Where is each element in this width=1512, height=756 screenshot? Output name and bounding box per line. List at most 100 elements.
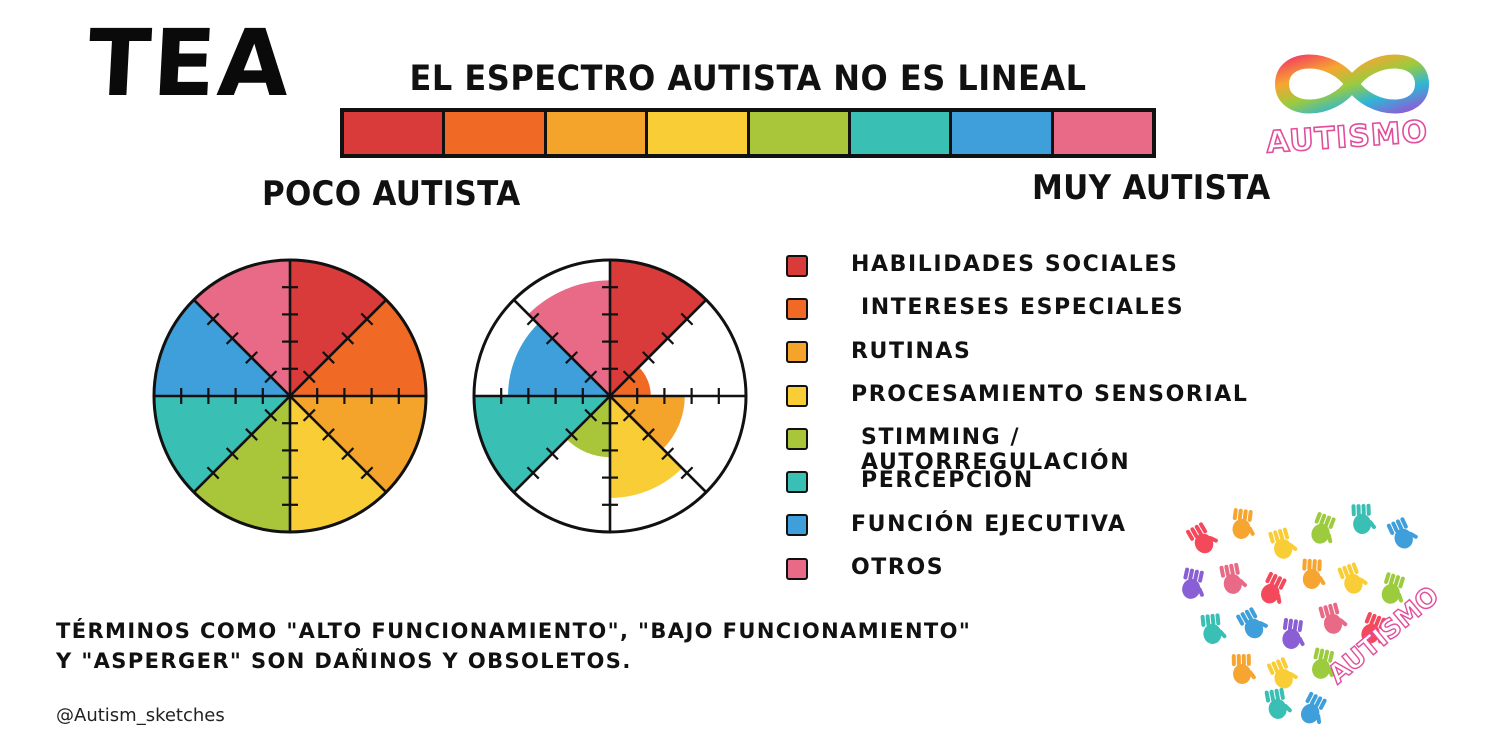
finger	[1236, 614, 1245, 626]
finger	[1374, 615, 1382, 628]
finger	[1198, 570, 1204, 583]
finger	[1400, 517, 1408, 529]
wheel-tick	[661, 447, 675, 461]
finger	[1393, 575, 1401, 587]
finger	[1249, 607, 1258, 619]
finger	[1199, 522, 1208, 534]
finger	[1268, 531, 1275, 544]
finger	[1313, 647, 1320, 660]
thumb	[1327, 667, 1334, 677]
wheel-tick	[565, 428, 578, 441]
finger	[1246, 653, 1251, 666]
wheel-slice	[508, 323, 610, 396]
legend-swatch	[786, 341, 808, 364]
thumb	[1247, 526, 1255, 536]
finger	[1278, 578, 1287, 590]
wheel-slice	[290, 396, 426, 493]
finger	[1312, 559, 1317, 572]
finger	[1323, 605, 1330, 617]
thumb	[1297, 636, 1305, 647]
thumb	[1276, 593, 1282, 604]
wheel-slice	[193, 396, 290, 532]
finger	[1244, 609, 1253, 621]
finger	[1386, 523, 1395, 535]
legend-label: FUNCIÓN EJECUTIVA	[851, 511, 1127, 537]
wheel-tick	[245, 351, 258, 364]
spectrum-segment	[344, 112, 443, 154]
finger	[1351, 562, 1359, 574]
wheel-slice	[154, 299, 290, 396]
spectrum-segment	[749, 112, 848, 154]
finger	[1276, 659, 1284, 671]
thumb	[1358, 577, 1368, 585]
legend-swatch	[786, 557, 808, 580]
legend-item-stimming: STIMMING / AUTORREGULACIÓN	[782, 417, 1282, 475]
finger	[1215, 613, 1221, 626]
thumb	[1218, 629, 1227, 639]
wheel-tick	[225, 447, 239, 461]
wheel-tick	[526, 466, 540, 480]
wheel-tick	[206, 466, 220, 480]
finger	[1241, 653, 1246, 666]
palm	[1311, 523, 1330, 544]
finger	[1307, 558, 1312, 571]
wheel-tick	[584, 370, 598, 384]
wheel-slice	[610, 396, 683, 498]
wheel-spoke	[289, 298, 388, 397]
spiky-profile-wheel	[472, 258, 748, 534]
rainbow-infinity-icon	[1274, 54, 1430, 114]
thumb	[1397, 592, 1404, 603]
handprint	[1312, 647, 1334, 679]
handprint	[1302, 558, 1326, 589]
wheel-spoke	[192, 395, 291, 494]
finger	[1319, 513, 1327, 526]
wheel-spoke	[512, 298, 611, 397]
finger	[1395, 519, 1404, 531]
finger	[1229, 563, 1235, 576]
wheel-spoke	[192, 298, 291, 397]
wheel-tick	[545, 447, 559, 461]
wheel-slice	[154, 396, 290, 493]
handprint	[1200, 613, 1227, 644]
handprint	[1219, 562, 1247, 594]
spectrum-segment	[952, 112, 1051, 154]
legend: HABILIDADES SOCIALES INTERESES ESPECIALE…	[782, 244, 1282, 590]
legend-item-funcion-ejecutiva: FUNCIÓN EJECUTIVA	[782, 504, 1282, 547]
palm	[1261, 583, 1280, 604]
handprint	[1182, 567, 1204, 599]
handprint	[1186, 522, 1218, 554]
wheel-tick	[661, 331, 675, 345]
spectrum-segment	[445, 112, 544, 154]
wheel-tick	[302, 370, 316, 384]
wheel-tick	[245, 428, 258, 441]
thumb	[1258, 621, 1268, 628]
finger	[1186, 529, 1195, 541]
full-spectrum-wheel	[152, 258, 428, 534]
finger	[1398, 576, 1405, 589]
finger	[1317, 559, 1322, 572]
spectrum-heading: EL ESPECTRO AUTISTA NO ES LINEAL	[409, 57, 1087, 99]
finger	[1324, 515, 1331, 528]
palm	[1381, 583, 1400, 604]
legend-label: OTROS	[851, 555, 945, 581]
finger	[1219, 565, 1226, 578]
legend-label: RUTINAS	[851, 338, 972, 364]
finger	[1224, 564, 1230, 577]
finger	[1337, 567, 1345, 580]
wheel-tick	[264, 370, 278, 384]
legend-item-otros: OTROS	[782, 547, 1282, 590]
finger	[1347, 564, 1354, 576]
palm	[1302, 568, 1321, 589]
finger	[1234, 562, 1240, 575]
finger	[1190, 527, 1199, 539]
finger	[1318, 648, 1325, 661]
finger	[1318, 698, 1327, 710]
palm	[1274, 668, 1293, 689]
palm	[1282, 628, 1301, 649]
spectrum-segment	[850, 112, 950, 154]
thumb	[1288, 671, 1298, 680]
finger	[1264, 690, 1271, 703]
legend-swatch	[786, 384, 808, 407]
finger	[1210, 613, 1216, 626]
finger	[1342, 565, 1350, 578]
